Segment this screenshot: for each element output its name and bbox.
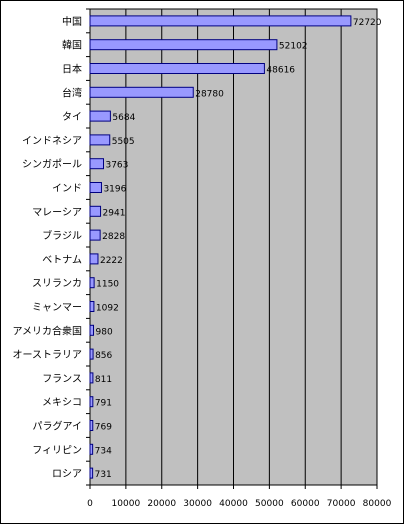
x-tick-label: 60000 xyxy=(291,499,320,509)
category-label: タイ xyxy=(62,111,82,123)
value-label: 28780 xyxy=(195,89,224,99)
category-label: 日本 xyxy=(62,63,82,76)
category-label: 台湾 xyxy=(62,86,82,99)
category-label: ブラジル xyxy=(42,229,82,242)
category-label: インドネシア xyxy=(22,135,82,147)
x-tick-label: 10000 xyxy=(112,499,141,509)
bar xyxy=(89,277,95,289)
value-label: 734 xyxy=(95,446,112,456)
value-label: 3196 xyxy=(103,185,126,195)
category-label: フランス xyxy=(42,373,82,385)
category-label: スリランカ xyxy=(32,278,82,290)
value-label: 2941 xyxy=(103,208,126,218)
bar xyxy=(89,15,352,27)
category-label: ベトナム xyxy=(42,254,82,266)
category-label: ロシア xyxy=(52,469,82,480)
category-label: アメリカ合衆国 xyxy=(13,324,83,337)
category-label: 中国 xyxy=(62,15,82,28)
bar xyxy=(89,182,102,193)
bar xyxy=(89,229,101,241)
value-label: 856 xyxy=(95,351,112,361)
value-label: 769 xyxy=(95,423,112,433)
x-tick-label: 80000 xyxy=(363,499,392,509)
value-label: 5684 xyxy=(112,113,135,123)
x-tick-label: 50000 xyxy=(255,499,284,509)
value-label: 980 xyxy=(96,327,113,337)
bar xyxy=(89,372,94,384)
value-label: 3763 xyxy=(105,161,128,171)
bar xyxy=(89,134,111,146)
x-tick-label: 0 xyxy=(87,499,93,509)
value-label: 52102 xyxy=(279,42,308,52)
bar xyxy=(89,301,95,312)
bar xyxy=(89,396,94,408)
category-label: マレーシア xyxy=(32,207,82,218)
value-label: 2828 xyxy=(102,232,125,242)
category-label: ミャンマー xyxy=(32,303,82,314)
bar xyxy=(89,420,94,431)
value-label: 811 xyxy=(95,375,112,385)
x-tick-label: 30000 xyxy=(183,499,212,509)
category-label: 韓国 xyxy=(62,40,82,52)
category-label: パラグアイ xyxy=(33,420,83,433)
value-label: 5505 xyxy=(112,137,135,147)
bar xyxy=(89,158,104,170)
value-label: 2222 xyxy=(100,256,123,266)
x-tick-label: 70000 xyxy=(327,499,356,509)
category-label: フィリピン xyxy=(32,444,82,456)
x-tick-label: 20000 xyxy=(147,499,176,509)
bar xyxy=(89,467,94,479)
value-label: 48616 xyxy=(266,66,295,76)
value-label: 1150 xyxy=(96,280,119,290)
value-label: 1092 xyxy=(96,304,119,314)
x-tick-label: 40000 xyxy=(219,499,248,509)
bar xyxy=(89,110,111,122)
bar xyxy=(89,205,102,217)
value-label: 791 xyxy=(95,399,112,409)
value-label: 72720 xyxy=(353,18,382,28)
bar xyxy=(89,348,94,360)
bar xyxy=(89,86,194,98)
category-label: インド xyxy=(52,184,82,195)
bar xyxy=(89,39,278,51)
bar xyxy=(89,63,265,74)
bar xyxy=(89,253,99,265)
bar xyxy=(89,443,94,455)
category-label: メキシコ xyxy=(42,398,82,409)
bar xyxy=(89,324,95,336)
category-label: オーストラリア xyxy=(13,349,83,361)
value-label: 731 xyxy=(95,470,112,480)
category-label: シンガポール xyxy=(22,159,82,171)
